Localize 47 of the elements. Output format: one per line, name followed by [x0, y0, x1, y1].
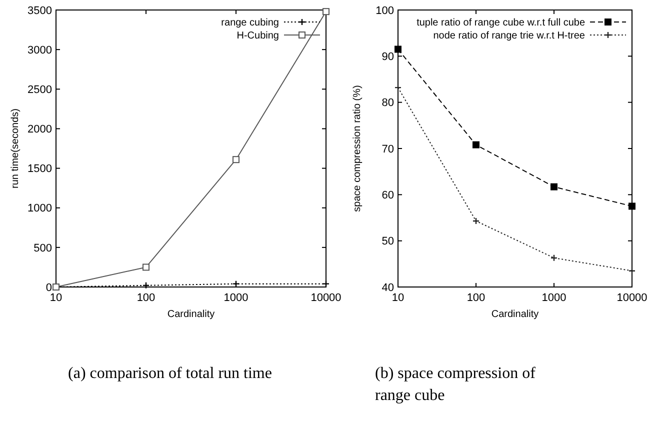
y-tick-label: 1000	[28, 202, 52, 215]
point	[550, 183, 558, 190]
x-axis-title: Cardinality	[167, 309, 215, 320]
point	[472, 141, 480, 148]
point	[394, 84, 402, 92]
text: (b) space compression of range cube	[375, 365, 536, 404]
point	[394, 46, 402, 53]
x-tick-label: 1000	[542, 292, 566, 304]
y-tick-label: 2500	[28, 84, 52, 96]
x-axis-title: Cardinality	[491, 309, 539, 320]
legend-label: node ratio of range trie w.r.t H-tree	[433, 30, 586, 42]
point	[232, 280, 240, 288]
y-tick-label: 1500	[28, 163, 52, 176]
legend-label: tuple ratio of range cube w.r.t full cube	[416, 18, 586, 28]
point	[628, 202, 636, 210]
x-tick-label: 100	[136, 292, 156, 304]
x-tick-label: 10	[50, 292, 62, 304]
x-tick-label: 1000	[224, 292, 248, 304]
point	[232, 156, 240, 164]
y-tick-label: 70	[382, 143, 394, 156]
y-tick-label: 50	[382, 236, 394, 248]
point	[472, 217, 480, 225]
x-tick-label: 10000	[616, 292, 648, 304]
x-tick-label: 100	[466, 292, 486, 304]
text: (a) comparison of total run time	[68, 365, 272, 382]
y-tick-label: 2000	[28, 124, 52, 136]
y-tick-label: 60	[382, 190, 394, 202]
y-axis-title: run time(seconds)	[10, 108, 21, 189]
y-tick-label: 90	[382, 51, 394, 64]
point	[322, 280, 330, 288]
y-tick-label: 3000	[28, 44, 52, 56]
y-tick-label: 0	[46, 282, 52, 294]
point	[142, 264, 150, 271]
y-tick-label: 80	[382, 97, 394, 110]
y-tick-label: 40	[382, 282, 394, 294]
legend-label: H-Cubing	[236, 30, 279, 42]
y-axis-title: space compression ratio (%)	[352, 85, 363, 212]
legend-label: range cubing	[221, 18, 279, 28]
point	[550, 254, 558, 262]
y-tick-label: 500	[34, 242, 52, 254]
x-tick-label: 10	[392, 292, 404, 304]
x-tick-label: 10000	[310, 292, 342, 304]
point	[142, 282, 150, 290]
y-tick-label: 3500	[28, 4, 52, 17]
point	[628, 267, 636, 274]
y-tick-label: 100	[376, 4, 394, 17]
point	[322, 8, 330, 16]
